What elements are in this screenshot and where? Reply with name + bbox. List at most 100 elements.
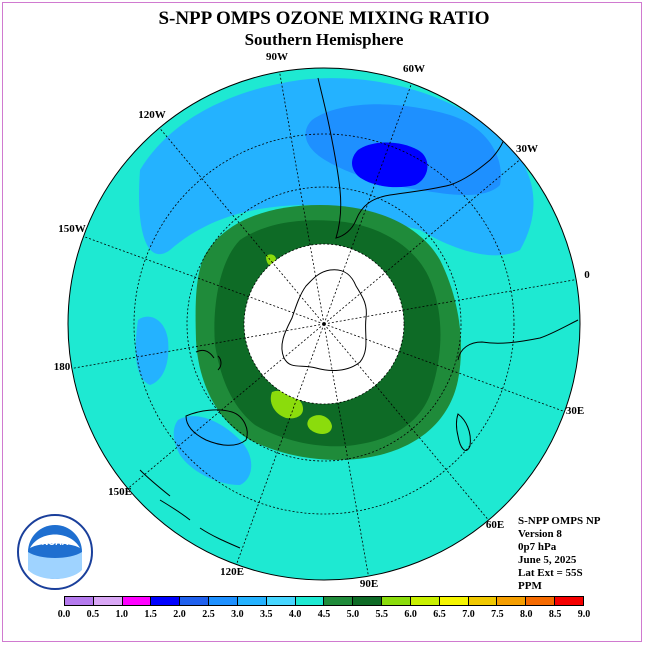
colorbar-tick-label: 2.5	[202, 609, 215, 620]
lon-label-90w: 90W	[266, 51, 288, 63]
colorbar-swatch	[65, 597, 94, 605]
meridian-line-inner	[323, 248, 352, 325]
colorbar-tick-label: 5.0	[346, 609, 360, 620]
indonesia-coast	[139, 469, 241, 549]
colorbar-swatch	[555, 597, 583, 605]
colorbar-swatch	[151, 597, 181, 605]
lon-label-180: 180	[54, 361, 71, 373]
lon-label-120w: 120W	[138, 109, 166, 121]
meridian-line-inner	[296, 323, 325, 400]
meridian-line-inner	[309, 245, 325, 325]
latitude-ring-outer	[133, 133, 515, 515]
colorbar-swatch	[526, 597, 556, 605]
meridians	[71, 71, 577, 577]
lon-label-30w: 30W	[516, 143, 538, 155]
meridian-line	[385, 159, 521, 273]
meridian-line	[399, 350, 565, 412]
noaa-logo: NOAA	[17, 514, 93, 590]
colorbar-tick-label: 3.0	[231, 609, 244, 620]
lon-label-120e: 120E	[220, 566, 244, 578]
low-ozone-region-pacific-south	[173, 416, 252, 485]
lon-label-30e: 30E	[566, 405, 584, 417]
colorbar-tick-label: 0.0	[57, 609, 71, 620]
colorbar-tick-label: 7.5	[491, 609, 504, 620]
meridian-line	[71, 337, 246, 369]
low-ozone-region-pacific-west	[135, 316, 169, 385]
australia-coast	[185, 409, 248, 446]
meridian-line-inner	[262, 323, 325, 376]
colorbar	[64, 596, 584, 606]
logo-text: NOAA	[42, 537, 69, 547]
colorbar-tick-label: 0.5	[86, 609, 100, 620]
madagascar-coast	[456, 413, 471, 451]
info-units: PPM	[518, 580, 542, 592]
colorbar-tick-label: 5.5	[375, 609, 389, 620]
meridian-line	[375, 385, 489, 521]
map-boundary	[67, 67, 581, 581]
lon-label-60e: 60E	[486, 519, 504, 531]
info-version: Version 8	[518, 528, 562, 540]
product-info: S-NPP OMPS NP Version 8 0p7 hPa June 5, …	[518, 515, 601, 593]
lon-label-0: 0	[584, 269, 590, 281]
chart-title: S-NPP OMPS OZONE MIXING RATIO	[158, 8, 490, 29]
colorbar-tick-label: 1.5	[144, 609, 157, 620]
colorbar-tick-label: 8.0	[519, 609, 533, 620]
meridian-line-inner	[323, 323, 339, 403]
colorbar-tick-label: 2.0	[173, 609, 186, 620]
meridian-line-inner	[323, 272, 386, 325]
info-pressure: 0p7 hPa	[518, 541, 557, 553]
colorbar-tick-label: 8.5	[548, 609, 562, 620]
graticule	[71, 71, 577, 577]
meridian-line	[83, 236, 249, 298]
south-pole-marker	[322, 322, 326, 326]
coastlines	[139, 77, 579, 549]
colorbar-swatch	[468, 597, 498, 605]
colorbar-tick-label: 4.5	[317, 609, 331, 620]
colorbar-tick-label: 4.0	[288, 609, 302, 620]
colorbar-swatch	[353, 597, 383, 605]
colorbar-tick-label: 6.0	[404, 609, 417, 620]
meridian-line	[127, 375, 263, 489]
colorbar-swatch	[237, 597, 267, 605]
meridian-line	[159, 127, 273, 263]
lon-label-150e: 150E	[108, 486, 132, 498]
meridian-line	[279, 71, 311, 246]
colorbar-swatch	[266, 597, 296, 605]
colorbar-swatch	[497, 597, 527, 605]
colorbar-swatch	[324, 597, 354, 605]
africa-coast	[457, 319, 579, 361]
new-zealand-coast	[195, 349, 222, 371]
meridian-line	[337, 402, 369, 577]
latitude-ring-middle	[186, 186, 462, 462]
antarctica-coast	[281, 269, 367, 371]
info-lat-ext: Lat Ext = 55S	[518, 567, 583, 579]
latitude-ring-inner	[243, 243, 405, 405]
meridian-line-inner	[323, 323, 376, 386]
colorbar-tick-label: 3.5	[259, 609, 273, 620]
meridian-line-inner	[323, 309, 403, 325]
info-date: June 5, 2025	[518, 554, 577, 566]
lon-label-150w: 150W	[58, 223, 86, 235]
meridian-line	[350, 83, 412, 249]
meridian-line-inner	[245, 323, 325, 339]
logo-bird-icon	[30, 534, 80, 548]
meridian-line-inner	[272, 262, 325, 325]
colorbar-tick-label: 6.5	[433, 609, 446, 620]
colorbar-swatch	[122, 597, 152, 605]
colorbar-swatch	[439, 597, 469, 605]
colorbar-swatch	[180, 597, 210, 605]
meridian-line-inner	[248, 296, 325, 325]
high-ozone-patch-2	[307, 415, 332, 434]
colorbar-swatch	[209, 597, 238, 605]
meridian-line	[236, 399, 298, 565]
info-instrument: S-NPP OMPS NP	[518, 515, 601, 527]
lon-label-60w: 60W	[403, 63, 425, 75]
colorbar-tick-label: 1.0	[115, 609, 129, 620]
figure-frame	[2, 2, 642, 642]
colorbar-swatch	[382, 597, 411, 605]
logo-wave-icon	[28, 552, 82, 579]
colorbar-ticks: 0.0 0.5 1.0 1.5 2.0 2.5 3.0 3.5 4.0 4.5 5.0 5.5 6.0 6…	[0, 609, 648, 623]
colorbar-swatch	[295, 597, 325, 605]
ozone-minimum-region	[352, 142, 428, 188]
